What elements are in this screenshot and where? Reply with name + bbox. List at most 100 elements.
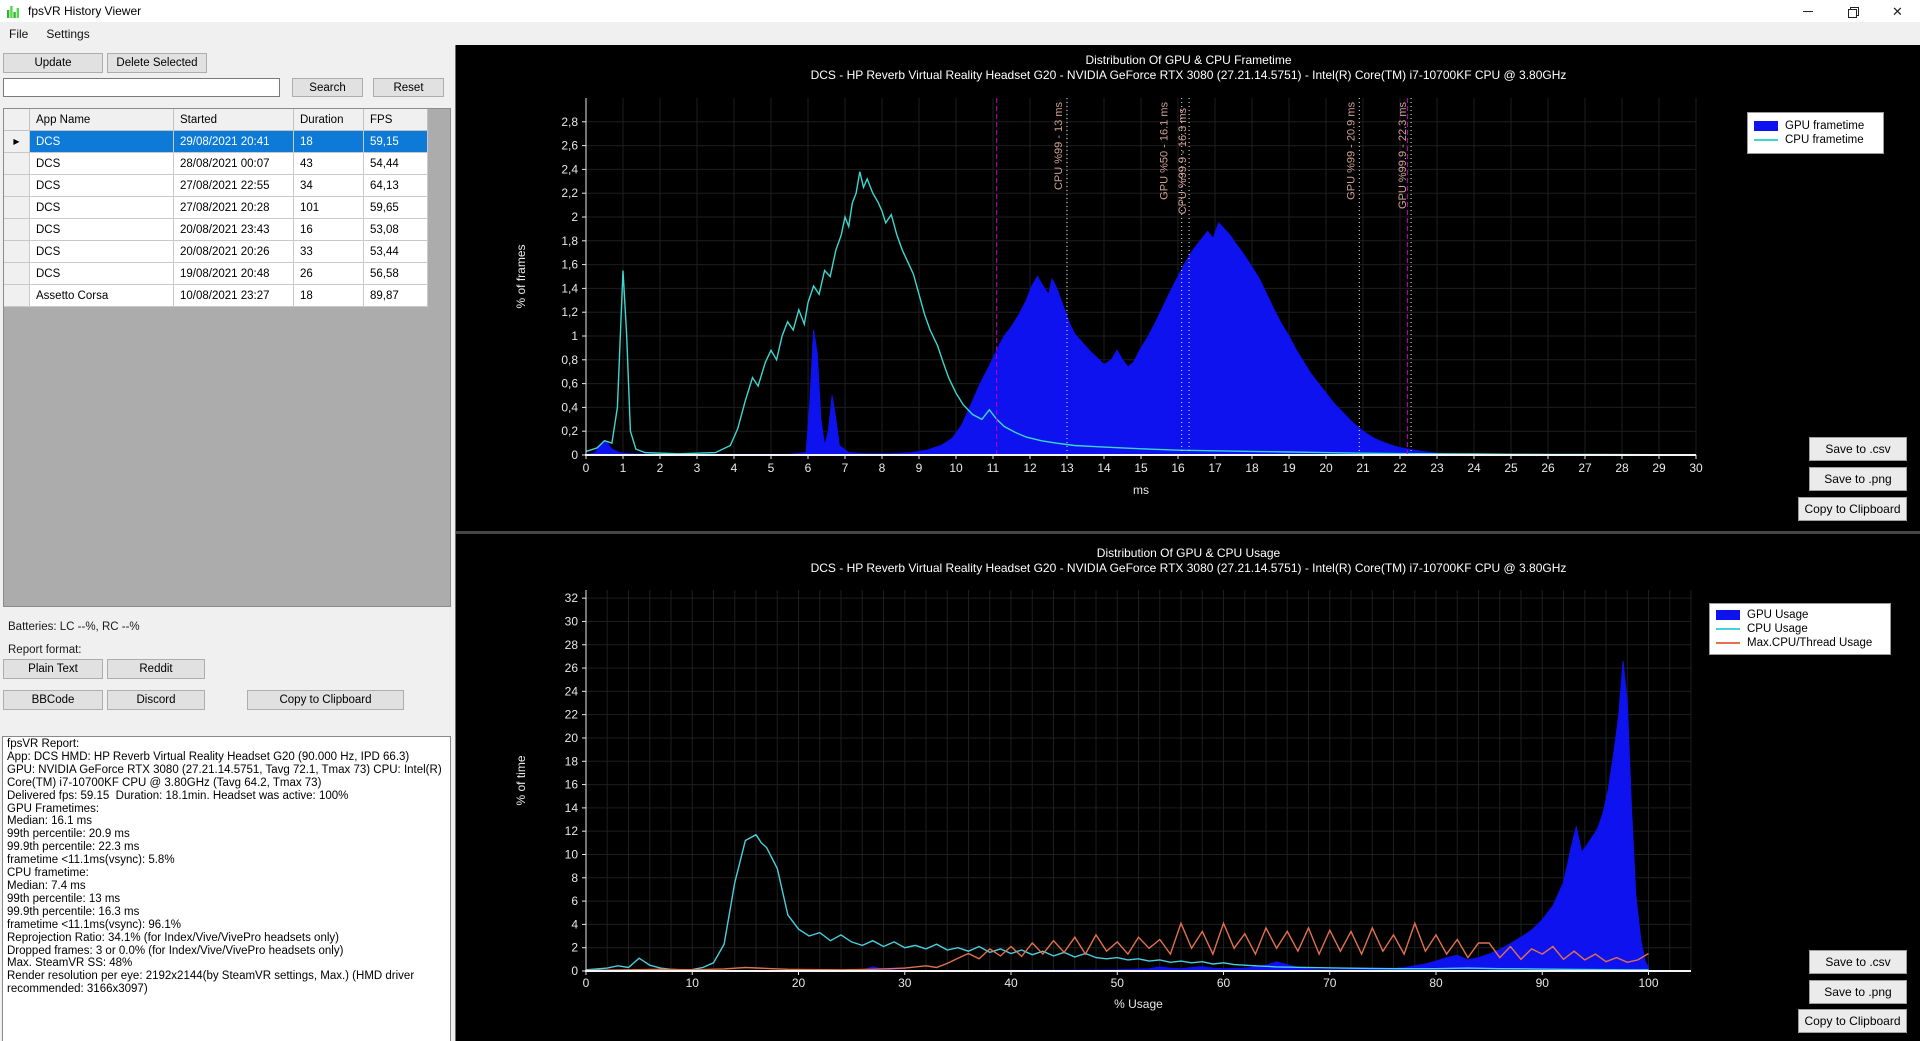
row-selector[interactable] — [4, 175, 30, 197]
legend-label: GPU Usage — [1747, 609, 1809, 621]
cell-started[interactable]: 10/08/2021 23:27 — [174, 285, 294, 307]
column-header-duration[interactable]: Duration — [294, 109, 364, 131]
legend-entry: GPU Usage — [1716, 609, 1884, 621]
svg-text:CPU %99 - 13 ms: CPU %99 - 13 ms — [1053, 102, 1065, 191]
row-selector[interactable] — [4, 219, 30, 241]
svg-text:10: 10 — [565, 847, 579, 861]
cell-duration[interactable]: 43 — [294, 153, 364, 175]
cell-fps[interactable]: 54,44 — [364, 153, 428, 175]
cell-fps[interactable]: 64,13 — [364, 175, 428, 197]
cell-app[interactable]: DCS — [30, 219, 174, 241]
minimize-button[interactable] — [1785, 0, 1830, 22]
svg-text:0,6: 0,6 — [561, 377, 578, 391]
report-copy-to-clipboard-button[interactable]: Copy to Clipboard — [247, 690, 404, 710]
svg-text:3: 3 — [694, 461, 701, 475]
usage-save-csv-button[interactable]: Save to .csv — [1809, 950, 1907, 974]
cell-fps[interactable]: 89,87 — [364, 285, 428, 307]
cell-started[interactable]: 28/08/2021 00:07 — [174, 153, 294, 175]
svg-text:22: 22 — [565, 708, 579, 722]
svg-text:% of frames: % of frames — [514, 244, 528, 308]
cell-fps[interactable]: 59,65 — [364, 197, 428, 219]
cell-app[interactable]: DCS — [30, 153, 174, 175]
row-selector[interactable] — [4, 263, 30, 285]
cell-app[interactable]: Assetto Corsa — [30, 285, 174, 307]
table-row[interactable]: Assetto Corsa 10/08/2021 23:27 18 89,87 — [4, 285, 450, 307]
reddit-button[interactable]: Reddit — [107, 659, 205, 679]
row-selector[interactable]: ▶ — [4, 131, 30, 153]
report-textbox[interactable]: fpsVR Report: App: DCS HMD: HP Reverb Vi… — [2, 736, 451, 1041]
frametime-save-csv-button[interactable]: Save to .csv — [1809, 437, 1907, 461]
bbcode-button[interactable]: BBCode — [3, 690, 103, 710]
cell-fps[interactable]: 56,58 — [364, 263, 428, 285]
frametime-chart: CPU %99 - 13 ms GPU %50 - 16.1 ms CPU %99.… — [514, 98, 1703, 497]
usage-copy-clipboard-button[interactable]: Copy to Clipboard — [1798, 1009, 1907, 1033]
report-format-label: Report format: — [8, 644, 82, 656]
svg-text:2,8: 2,8 — [561, 115, 578, 129]
usage-save-png-button[interactable]: Save to .png — [1809, 980, 1907, 1004]
cell-fps[interactable]: 53,08 — [364, 219, 428, 241]
column-header-started[interactable]: Started — [174, 109, 294, 131]
plain-text-button[interactable]: Plain Text — [3, 659, 103, 679]
cell-duration[interactable]: 26 — [294, 263, 364, 285]
legend-entry: CPU Usage — [1716, 623, 1884, 635]
cell-started[interactable]: 27/08/2021 20:28 — [174, 197, 294, 219]
legend-line-swatch — [1716, 628, 1740, 630]
svg-text:32: 32 — [565, 591, 579, 605]
cell-duration[interactable]: 16 — [294, 219, 364, 241]
delete-selected-button[interactable]: Delete Selected — [107, 53, 207, 73]
row-selector[interactable] — [4, 285, 30, 307]
row-selector[interactable] — [4, 241, 30, 263]
close-button[interactable]: ✕ — [1875, 0, 1920, 22]
table-row[interactable]: DCS 20/08/2021 20:26 33 53,44 — [4, 241, 450, 263]
chart-divider — [456, 531, 1920, 534]
row-selector[interactable] — [4, 153, 30, 175]
cell-started[interactable]: 27/08/2021 22:55 — [174, 175, 294, 197]
column-header-app-name[interactable]: App Name — [30, 109, 174, 131]
cell-started[interactable]: 19/08/2021 20:48 — [174, 263, 294, 285]
cell-app[interactable]: DCS — [30, 131, 174, 153]
cell-duration[interactable]: 18 — [294, 131, 364, 153]
search-button[interactable]: Search — [292, 78, 363, 97]
svg-text:28: 28 — [565, 638, 579, 652]
cell-app[interactable]: DCS — [30, 197, 174, 219]
cell-fps[interactable]: 59,15 — [364, 131, 428, 153]
cell-started[interactable]: 29/08/2021 20:41 — [174, 131, 294, 153]
reset-button[interactable]: Reset — [373, 78, 444, 97]
table-row[interactable]: DCS 28/08/2021 00:07 43 54,44 — [4, 153, 450, 175]
row-selector[interactable] — [4, 197, 30, 219]
svg-text:2: 2 — [571, 941, 578, 955]
svg-text:0: 0 — [571, 448, 578, 462]
table-row[interactable]: DCS 20/08/2021 23:43 16 53,08 — [4, 219, 450, 241]
table-row[interactable]: ▶ DCS 29/08/2021 20:41 18 59,15 — [4, 131, 450, 153]
column-header-fps[interactable]: FPS — [364, 109, 428, 131]
svg-text:% Usage: % Usage — [1114, 997, 1163, 1011]
svg-text:40: 40 — [1004, 976, 1018, 990]
usage-chart-panel: Distribution Of GPU & CPU Usage DCS - HP… — [456, 534, 1920, 1041]
frametime-save-png-button[interactable]: Save to .png — [1809, 467, 1907, 491]
search-input[interactable] — [3, 78, 280, 97]
maximize-restore-button[interactable] — [1830, 0, 1875, 22]
cell-app[interactable]: DCS — [30, 263, 174, 285]
menu-file[interactable]: File — [9, 26, 29, 41]
window-title: fpsVR History Viewer — [28, 4, 142, 18]
table-row[interactable]: DCS 27/08/2021 20:28 101 59,65 — [4, 197, 450, 219]
cell-duration[interactable]: 18 — [294, 285, 364, 307]
cell-started[interactable]: 20/08/2021 23:43 — [174, 219, 294, 241]
menu-settings[interactable]: Settings — [46, 26, 90, 41]
cell-started[interactable]: 20/08/2021 20:26 — [174, 241, 294, 263]
table-row[interactable]: DCS 27/08/2021 22:55 34 64,13 — [4, 175, 450, 197]
svg-text:25: 25 — [1504, 461, 1518, 475]
svg-text:90: 90 — [1536, 976, 1550, 990]
cell-duration[interactable]: 34 — [294, 175, 364, 197]
cell-duration[interactable]: 33 — [294, 241, 364, 263]
legend-label: GPU frametime — [1785, 120, 1865, 132]
discord-button[interactable]: Discord — [107, 690, 205, 710]
cell-app[interactable]: DCS — [30, 241, 174, 263]
cell-duration[interactable]: 101 — [294, 197, 364, 219]
update-button[interactable]: Update — [3, 53, 103, 73]
table-row[interactable]: DCS 19/08/2021 20:48 26 56,58 — [4, 263, 450, 285]
cell-fps[interactable]: 53,44 — [364, 241, 428, 263]
svg-text:28: 28 — [1615, 461, 1629, 475]
frametime-copy-clipboard-button[interactable]: Copy to Clipboard — [1798, 497, 1907, 521]
cell-app[interactable]: DCS — [30, 175, 174, 197]
